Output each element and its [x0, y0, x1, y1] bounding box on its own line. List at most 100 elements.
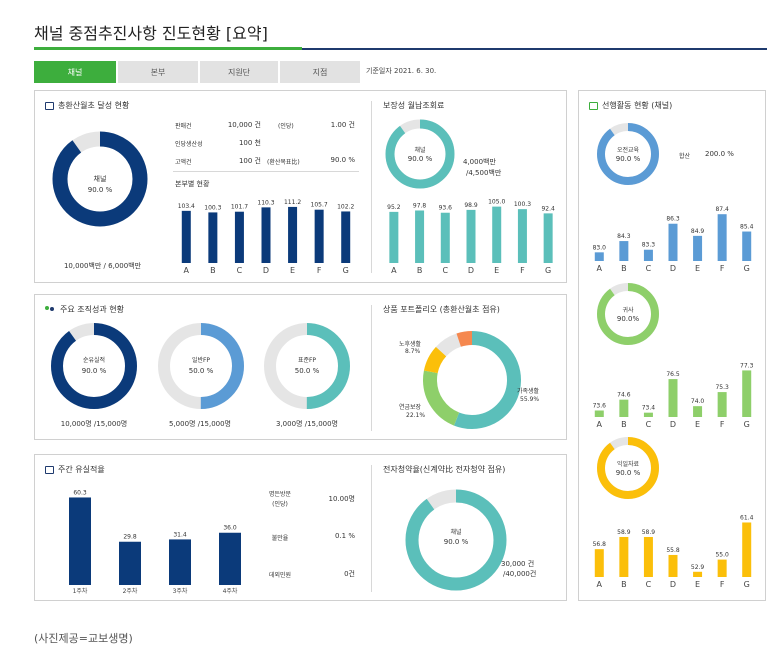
bar-category-label: E	[494, 266, 499, 275]
weekly-stat-1-value: 10.00명	[328, 495, 355, 503]
stat-value-productivity: 100 천	[238, 139, 261, 147]
bar-value-label: 76.5	[666, 371, 680, 378]
bar-D	[668, 554, 678, 577]
bar-category-label: F	[720, 580, 725, 589]
org-donut-3-arc	[264, 323, 350, 409]
bar-C	[643, 536, 653, 577]
bar-value-label: 31.4	[173, 531, 187, 538]
lead-bar-chart-3: 56.8 A 58.9 B 58.9 C 55.8 D 52.9 E 55.0 F 61.4 G	[593, 514, 754, 589]
bar-E	[693, 406, 703, 417]
premium-panel: 총환산월초 달성 현황 채널 90.0 % 10,000백만 / 6,000백만…	[34, 90, 567, 283]
retention-donut-value: 90.0 %	[407, 155, 433, 163]
slice-label-retire: 노후생활	[399, 341, 422, 348]
bar-category-label: F	[720, 420, 725, 429]
bar-category-label: B	[417, 266, 423, 275]
bar-value-label: 95.2	[387, 204, 401, 211]
tab-hq[interactable]: 본부	[118, 61, 198, 83]
bar-value-label: 58.9	[642, 529, 656, 536]
premium-donut	[52, 131, 148, 227]
bar-category-label: E	[695, 264, 700, 273]
divider	[173, 171, 359, 172]
stat-sub-sales: (인당)	[278, 123, 294, 130]
premium-bar-chart: 103.4 A 100.3 B 101.7 C 110.3 D 111.2 E 105.7 F 102.…	[178, 199, 355, 275]
bar-value-label: 61.4	[740, 514, 754, 521]
retention-donut	[385, 119, 455, 189]
esign-donut-value: 90.0 %	[443, 538, 469, 546]
bar-A	[594, 252, 604, 261]
bar-value-label: 77.3	[740, 362, 754, 369]
checklist-icon	[589, 101, 598, 110]
premium-title-text: 총환산월초 달성 현황	[58, 101, 130, 110]
bar-value-label: 73.4	[642, 405, 656, 412]
bar-C	[234, 211, 244, 263]
bar-category-label: C	[646, 420, 652, 429]
bar-F	[517, 209, 527, 263]
stat-subvalue-highvalue: 90.0 %	[330, 156, 355, 164]
bar-G	[543, 213, 553, 263]
bar-value-label: 87.4	[715, 206, 729, 213]
stat-label-highvalue: 고액건	[175, 159, 192, 166]
calendar-icon	[45, 101, 54, 110]
bar-category-label: E	[695, 420, 700, 429]
org-donut-2-value: 50.0 %	[188, 367, 214, 375]
bar-category-label: G	[545, 266, 551, 275]
tab-branch[interactable]: 지점	[280, 61, 360, 83]
weekly-stat-3-label: 데외민원	[268, 572, 292, 579]
bar-B	[208, 212, 218, 263]
lead-donut-3	[597, 437, 659, 499]
weekly-stat-1-label2: (인당)	[272, 501, 288, 508]
bar-F	[717, 559, 727, 577]
org-donut-1	[51, 323, 137, 409]
premium-title: 총환산월초 달성 현황	[45, 100, 129, 111]
divider	[371, 465, 372, 592]
bar-category-label: A	[184, 266, 190, 275]
esign-donut-arc	[405, 489, 507, 591]
lead-sum-label: 합산	[679, 153, 691, 160]
weekly-stat-2-value: 0.1 %	[334, 532, 355, 540]
bar-category-label: G	[744, 420, 750, 429]
lead-donut-2-label: 귀사	[622, 307, 634, 314]
bar-value-label: 60.3	[73, 489, 87, 496]
bar-value-label: 29.8	[123, 534, 137, 541]
bar-value-label: 85.4	[740, 224, 754, 231]
bar-category-label: 3주차	[173, 587, 188, 595]
tab-channel[interactable]: 채널	[34, 61, 116, 83]
stat-value-sales: 10,000 건	[227, 121, 261, 129]
premium-bottom: 10,000백만 / 6,000백만	[63, 262, 142, 270]
slice-value-pension: 22.1%	[406, 412, 426, 419]
slice-value-retire: 8.7%	[405, 348, 421, 355]
calendar-icon	[45, 465, 54, 474]
lead-sum-value: 200.0 %	[705, 150, 734, 158]
slice-value-family: 55.9%	[520, 396, 540, 403]
bar-value-label: 36.0	[223, 525, 237, 532]
lead-title-text: 선행활동 현황 (채널)	[602, 101, 673, 110]
bar-value-label: 93.6	[439, 205, 453, 212]
bar-value-label: 100.3	[514, 201, 531, 208]
tab-support[interactable]: 지원단	[200, 61, 278, 83]
bar-value-label: 105.7	[311, 202, 328, 209]
bar-B	[619, 399, 629, 417]
premium-donut-arc	[52, 131, 148, 227]
bar-category-label: D	[670, 580, 676, 589]
org-donut-2-arc	[158, 323, 244, 409]
bar-value-label: 100.3	[204, 204, 221, 211]
weekly-panel: 주간 유실적율 60.3 1주차 29.8 2주차 31.4 3주차 36.0 4주차 명든방…	[34, 454, 567, 601]
bar-F	[314, 209, 324, 263]
bar-value-label: 58.9	[617, 529, 631, 536]
org-donut-2	[158, 323, 244, 409]
portfolio-title: 상품 포트폴리오 (총환산월초 점유)	[383, 305, 500, 314]
org-title: 주요 조직성과 현황	[45, 304, 124, 315]
retention-bar-chart: 95.2 A 97.8 B 93.6 C 98.9 D 105.0 E 100.3 F 92.4 G	[387, 199, 555, 275]
bar-3주차	[169, 539, 191, 585]
bar-category-label: A	[597, 264, 603, 273]
retention-side2: /4,500백만	[466, 169, 502, 177]
bar-E	[288, 206, 298, 263]
esign-title: 전자청약율(신계약比 전자청약 점유)	[383, 465, 506, 474]
bar-value-label: 56.8	[593, 541, 607, 548]
bar-B	[619, 536, 629, 577]
org-title-text: 주요 조직성과 현황	[60, 305, 124, 314]
retention-donut-arc	[385, 119, 455, 189]
premium-donut-value: 90.0 %	[87, 186, 113, 194]
org-donut-1-label: 순유실적	[82, 357, 106, 364]
bar-value-label: 74.0	[691, 398, 705, 405]
